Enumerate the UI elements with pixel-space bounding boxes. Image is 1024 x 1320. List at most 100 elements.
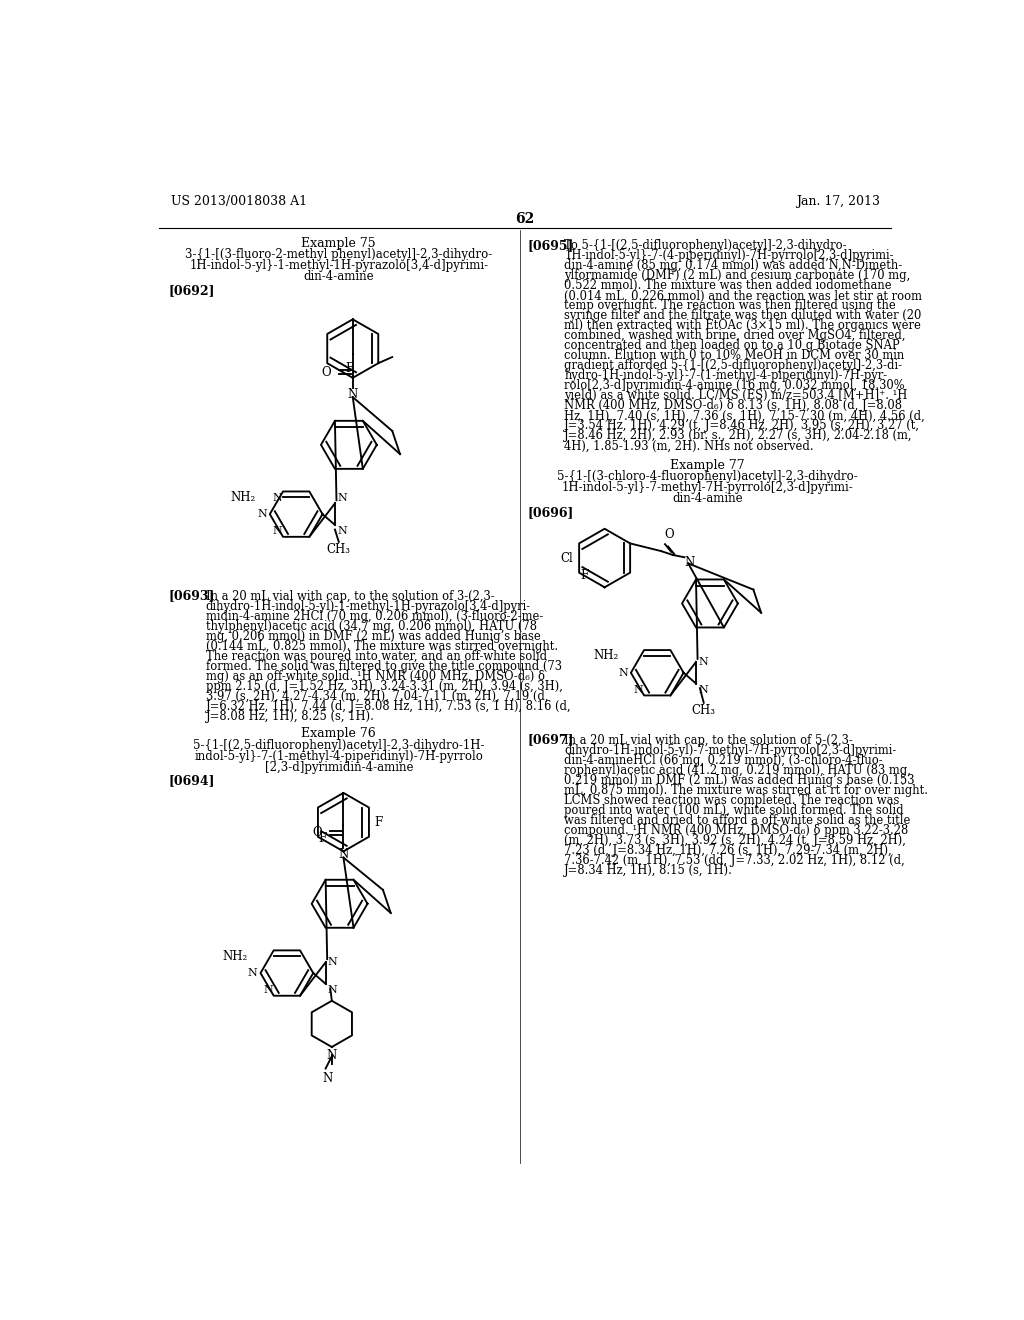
- Text: J=8.34 Hz, 1H), 8.15 (s, 1H).: J=8.34 Hz, 1H), 8.15 (s, 1H).: [564, 863, 733, 876]
- Text: In a 20 mL vial with cap, to the solution of 3-(2,3-: In a 20 mL vial with cap, to the solutio…: [206, 590, 495, 603]
- Text: J=6.32 Hz, 1H), 7.44 (d, J=8.08 Hz, 1H), 7.53 (s, 1 H), 8.16 (d,: J=6.32 Hz, 1H), 7.44 (d, J=8.08 Hz, 1H),…: [206, 700, 571, 713]
- Text: ppm 2.15 (d, J=1.52 Hz, 3H), 3.24-3.31 (m, 2H), 3.94 (s, 3H),: ppm 2.15 (d, J=1.52 Hz, 3H), 3.24-3.31 (…: [206, 680, 562, 693]
- Text: In a 20 mL vial with cap, to the solution of 5-(2,3-: In a 20 mL vial with cap, to the solutio…: [564, 734, 853, 747]
- Text: O: O: [322, 366, 331, 379]
- Text: NH₂: NH₂: [593, 649, 618, 663]
- Text: To 5-{1-[(2,5-difluorophenyl)acetyl]-2,3-dihydro-: To 5-{1-[(2,5-difluorophenyl)acetyl]-2,3…: [564, 239, 847, 252]
- Text: F: F: [581, 569, 589, 582]
- Text: N: N: [327, 1048, 337, 1061]
- Text: F: F: [318, 832, 327, 845]
- Text: ml) then extracted with EtOAc (3×15 ml). The organics were: ml) then extracted with EtOAc (3×15 ml).…: [564, 319, 922, 333]
- Text: mg) as an off-white solid. ¹H NMR (400 MHz, DMSO-d₆) δ: mg) as an off-white solid. ¹H NMR (400 M…: [206, 669, 545, 682]
- Text: N: N: [272, 527, 283, 536]
- Text: [0696]: [0696]: [527, 506, 573, 519]
- Text: yield) as a white solid. LC/MS (ES) m/z=503.4 [M+H]⁺. ¹H: yield) as a white solid. LC/MS (ES) m/z=…: [564, 389, 907, 403]
- Text: NH₂: NH₂: [223, 949, 248, 962]
- Text: compound. ¹H NMR (400 MHz, DMSO-d₆) δ ppm 3.22-3.28: compound. ¹H NMR (400 MHz, DMSO-d₆) δ pp…: [564, 824, 908, 837]
- Text: N: N: [272, 492, 283, 503]
- Text: 3-{1-[(3-fluoro-2-methyl phenyl)acetyl]-2,3-dihydro-: 3-{1-[(3-fluoro-2-methyl phenyl)acetyl]-…: [185, 248, 493, 261]
- Text: Example 77: Example 77: [671, 459, 745, 471]
- Text: rophenyl)acetic acid (41.2 mg, 0.219 mmol), HATU (83 mg,: rophenyl)acetic acid (41.2 mg, 0.219 mmo…: [564, 763, 911, 776]
- Text: N: N: [338, 849, 348, 862]
- Text: concentrated and then loaded on to a 10 g Biotage SNAP: concentrated and then loaded on to a 10 …: [564, 339, 900, 352]
- Text: The reaction was poured into water, and an off-white solid: The reaction was poured into water, and …: [206, 649, 547, 663]
- Text: din-4-amineHCl (66 mg, 0.219 mmol), (3-chloro-4-fluo-: din-4-amineHCl (66 mg, 0.219 mmol), (3-c…: [564, 754, 883, 767]
- Text: N: N: [323, 1072, 333, 1085]
- Text: N: N: [337, 525, 347, 536]
- Text: N: N: [257, 510, 266, 519]
- Text: ylformamide (DMF) (2 mL) and cesium carbonate (170 mg,: ylformamide (DMF) (2 mL) and cesium carb…: [564, 269, 910, 282]
- Text: syringe filter and the filtrate was then diluted with water (20: syringe filter and the filtrate was then…: [564, 309, 922, 322]
- Text: 5-{1-[(3-chloro-4-fluorophenyl)acetyl]-2,3-dihydro-: 5-{1-[(3-chloro-4-fluorophenyl)acetyl]-2…: [557, 470, 858, 483]
- Text: thylphenyl)acetic acid (34.7 mg, 0.206 mmol), HATU (78: thylphenyl)acetic acid (34.7 mg, 0.206 m…: [206, 619, 537, 632]
- Text: LCMS showed reaction was completed. The reaction was: LCMS showed reaction was completed. The …: [564, 793, 900, 807]
- Text: din-4-amine: din-4-amine: [303, 271, 374, 282]
- Text: N: N: [698, 685, 708, 696]
- Text: N: N: [263, 985, 273, 995]
- Text: F: F: [345, 362, 353, 375]
- Text: hydro-1H-indol-5-yl}-7-(1-methyl-4-piperidinyl)-7H-pyr-: hydro-1H-indol-5-yl}-7-(1-methyl-4-piper…: [564, 370, 888, 383]
- Text: 7.23 (d, J=8.34 Hz, 1H), 7.26 (s, 1H), 7.29-7.34 (m, 2H),: 7.23 (d, J=8.34 Hz, 1H), 7.26 (s, 1H), 7…: [564, 843, 892, 857]
- Text: Jan. 17, 2013: Jan. 17, 2013: [796, 194, 880, 207]
- Text: temp overnight. The reaction was then filtered using the: temp overnight. The reaction was then fi…: [564, 300, 896, 313]
- Text: din-4-amine (85 mg, 0.174 mmol) was added N,N-Dimeth-: din-4-amine (85 mg, 0.174 mmol) was adde…: [564, 259, 902, 272]
- Text: mL, 0.875 mmol). The mixture was stirred at rt for over night.: mL, 0.875 mmol). The mixture was stirred…: [564, 784, 929, 797]
- Text: NH₂: NH₂: [230, 491, 256, 504]
- Text: was filtered and dried to afford a off-white solid as the title: was filtered and dried to afford a off-w…: [564, 813, 910, 826]
- Text: 0.219 mmol) in DMF (2 mL) was added Hunig’s base (0.153: 0.219 mmol) in DMF (2 mL) was added Huni…: [564, 774, 914, 787]
- Text: O: O: [312, 826, 322, 840]
- Text: N: N: [328, 985, 338, 995]
- Text: N: N: [347, 388, 357, 401]
- Text: 0.522 mmol). The mixture was then added iodomethane: 0.522 mmol). The mixture was then added …: [564, 280, 892, 292]
- Text: 1H-indol-5-yl}-7-(4-piperidinyl)-7H-pyrrolo[2,3-d]pyrimi-: 1H-indol-5-yl}-7-(4-piperidinyl)-7H-pyrr…: [564, 249, 894, 263]
- Text: Cl: Cl: [560, 552, 572, 565]
- Text: (m, 2H), 3.73 (s, 3H), 3.92 (s, 2H), 4.24 (t, J=8.59 Hz, 2H),: (m, 2H), 3.73 (s, 3H), 3.92 (s, 2H), 4.2…: [564, 834, 906, 846]
- Text: 4H), 1.85-1.93 (m, 2H). NHs not observed.: 4H), 1.85-1.93 (m, 2H). NHs not observed…: [564, 440, 814, 453]
- Text: CH₃: CH₃: [692, 705, 716, 717]
- Text: mg, 0.206 mmol) in DMF (2 mL) was added Hunig’s base: mg, 0.206 mmol) in DMF (2 mL) was added …: [206, 630, 541, 643]
- Text: poured into water (100 mL), white solid formed. The solid: poured into water (100 mL), white solid …: [564, 804, 904, 817]
- Text: N: N: [698, 657, 708, 667]
- Text: formed. The solid was filtered to give the title compound (73: formed. The solid was filtered to give t…: [206, 660, 561, 673]
- Text: [0693]: [0693]: [168, 590, 215, 603]
- Text: [0695]: [0695]: [527, 239, 573, 252]
- Text: [2,3-d]pyrimidin-4-amine: [2,3-d]pyrimidin-4-amine: [264, 760, 413, 774]
- Text: dihydro-1H-indol-5-yl)-1-methyl-1H-pyrazolo[3,4-d]pyri-: dihydro-1H-indol-5-yl)-1-methyl-1H-pyraz…: [206, 599, 530, 612]
- Text: N: N: [684, 556, 694, 569]
- Text: (0.144 mL, 0.825 mmol). The mixture was stirred overnight.: (0.144 mL, 0.825 mmol). The mixture was …: [206, 640, 558, 652]
- Text: [0694]: [0694]: [168, 774, 215, 787]
- Text: Example 75: Example 75: [301, 238, 376, 249]
- Text: gradient afforded 5-{1-[(2,5-difluorophenyl)acetyl]-2,3-di-: gradient afforded 5-{1-[(2,5-difluorophe…: [564, 359, 902, 372]
- Text: column. Elution with 0 to 10% MeOH in DCM over 30 min: column. Elution with 0 to 10% MeOH in DC…: [564, 350, 904, 363]
- Text: NMR (400 MHz, DMSO-d₆) δ 8.13 (s, 1H), 8.08 (d, J=8.08: NMR (400 MHz, DMSO-d₆) δ 8.13 (s, 1H), 8…: [564, 400, 902, 412]
- Text: 5-{1-[(2,5-difluorophenyl)acetyl]-2,3-dihydro-1H-: 5-{1-[(2,5-difluorophenyl)acetyl]-2,3-di…: [194, 739, 484, 752]
- Text: (0.014 mL, 0.226 mmol) and the reaction was let stir at room: (0.014 mL, 0.226 mmol) and the reaction …: [564, 289, 923, 302]
- Text: N: N: [248, 968, 257, 978]
- Text: 3.97 (s, 2H), 4.27-4.34 (m, 2H), 7.04-7.11 (m, 2H), 7.19 (d,: 3.97 (s, 2H), 4.27-4.34 (m, 2H), 7.04-7.…: [206, 689, 548, 702]
- Text: J=3.54 Hz, 1H), 4.29 (t, J=8.46 Hz, 2H), 3.95 (s, 2H), 3.27 (t,: J=3.54 Hz, 1H), 4.29 (t, J=8.46 Hz, 2H),…: [564, 420, 921, 433]
- Text: N: N: [634, 685, 643, 694]
- Text: midin-4-amine 2HCl (70 mg, 0.206 mmol), (3-fluoro-2-me-: midin-4-amine 2HCl (70 mg, 0.206 mmol), …: [206, 610, 543, 623]
- Text: 62: 62: [515, 213, 535, 226]
- Text: O: O: [665, 528, 674, 541]
- Text: US 2013/0018038 A1: US 2013/0018038 A1: [171, 194, 307, 207]
- Text: indol-5-yl}-7-(1-methyl-4-piperidinyl)-7H-pyrrolo: indol-5-yl}-7-(1-methyl-4-piperidinyl)-7…: [195, 750, 483, 763]
- Text: N: N: [618, 668, 628, 677]
- Text: J=8.08 Hz, 1H), 8.25 (s, 1H).: J=8.08 Hz, 1H), 8.25 (s, 1H).: [206, 710, 375, 723]
- Text: J=8.46 Hz, 2H), 2.93 (br. s., 2H), 2.27 (s, 3H), 2.04-2.18 (m,: J=8.46 Hz, 2H), 2.93 (br. s., 2H), 2.27 …: [564, 429, 912, 442]
- Text: [0697]: [0697]: [527, 734, 573, 747]
- Text: din-4-amine: din-4-amine: [673, 492, 743, 504]
- Text: dihydro-1H-indol-5-yl)-7-methyl-7H-pyrrolo[2,3-d]pyrimi-: dihydro-1H-indol-5-yl)-7-methyl-7H-pyrro…: [564, 743, 897, 756]
- Text: combined, washed with brine, dried over MgSO4, filtered,: combined, washed with brine, dried over …: [564, 330, 906, 342]
- Text: CH₃: CH₃: [327, 544, 351, 557]
- Text: N: N: [328, 957, 338, 968]
- Text: rolo[2,3-d]pyrimidin-4-amine (16 mg, 0.032 mmol, 18.30%: rolo[2,3-d]pyrimidin-4-amine (16 mg, 0.0…: [564, 379, 905, 392]
- Text: [0692]: [0692]: [168, 284, 215, 297]
- Text: 1H-indol-5-yl}-1-methyl-1H-pyrazolo[3,4-d]pyrimi-: 1H-indol-5-yl}-1-methyl-1H-pyrazolo[3,4-…: [189, 259, 488, 272]
- Text: Hz, 1H), 7.40 (s, 1H), 7.36 (s, 1H), 7.15-7.30 (m, 4H), 4.56 (d,: Hz, 1H), 7.40 (s, 1H), 7.36 (s, 1H), 7.1…: [564, 409, 925, 422]
- Text: F: F: [375, 816, 383, 829]
- Text: 1H-indol-5-yl}-7-methyl-7H-pyrrolo[2,3-d]pyrimi-: 1H-indol-5-yl}-7-methyl-7H-pyrrolo[2,3-d…: [562, 480, 854, 494]
- Text: Example 76: Example 76: [301, 727, 376, 741]
- Text: 7.36-7.42 (m, 1H), 7.53 (dd, J=7.33, 2.02 Hz, 1H), 8.12 (d,: 7.36-7.42 (m, 1H), 7.53 (dd, J=7.33, 2.0…: [564, 854, 905, 867]
- Text: N: N: [337, 492, 347, 503]
